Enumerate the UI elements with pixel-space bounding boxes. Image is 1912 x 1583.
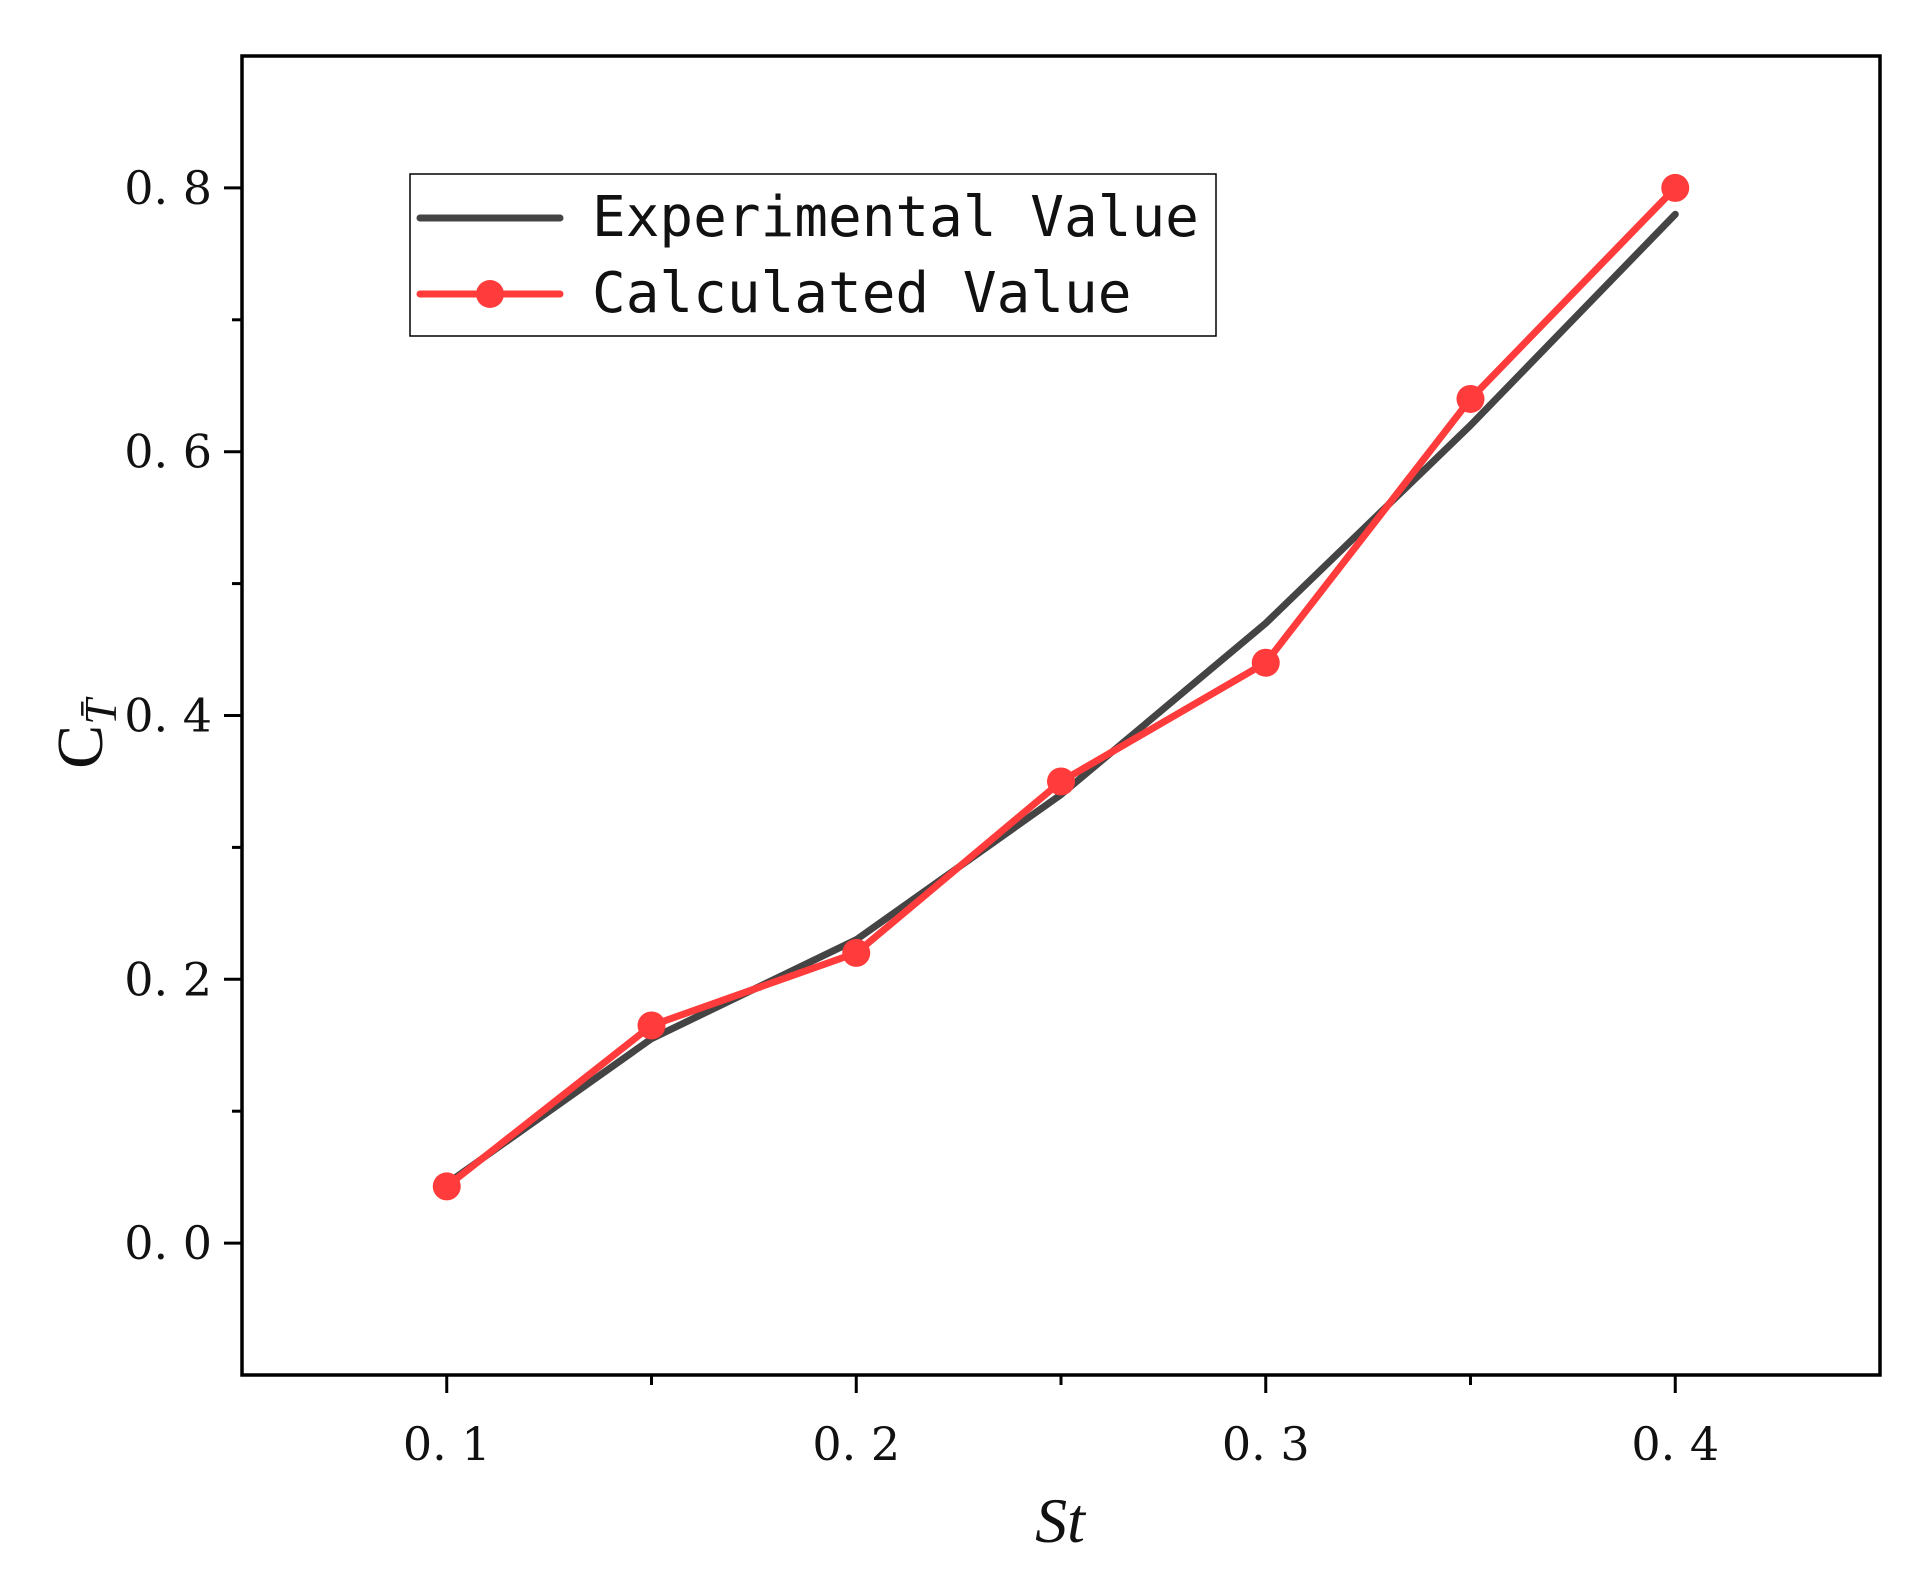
y-axis-title: CT̄ (44, 696, 126, 769)
y-axis-title-sub: T̄ (75, 696, 126, 725)
x-axis-title: St (1035, 1485, 1087, 1556)
legend: Experimental Value Calculated Value (409, 173, 1217, 337)
y-tick-label: 0. 0 (124, 1216, 212, 1270)
series-line-1 (443, 184, 1679, 1190)
data-point (1661, 173, 1690, 202)
data-point (1251, 648, 1280, 677)
y-tick-label: 0. 8 (124, 161, 212, 215)
data-point (1456, 384, 1485, 413)
y-tick-label: 0. 6 (124, 425, 212, 479)
x-tick-label: 0. 1 (403, 1417, 491, 1471)
y-tick-label: 0. 2 (124, 952, 212, 1006)
series-layer (432, 173, 1690, 1201)
data-point (842, 938, 871, 967)
y-tick-label: 0. 4 (124, 689, 212, 743)
x-tick-label: 0. 2 (812, 1417, 900, 1471)
ticks-layer: 0. 1 0. 2 0. 3 0. 4 0. 0 0. 2 0. 4 0. 6 0. 8 (124, 161, 1719, 1471)
legend-entry-label: Calculated Value (592, 261, 1131, 326)
y-axis-title-main: C (44, 725, 117, 769)
data-point (637, 1011, 666, 1040)
data-point (432, 1172, 461, 1201)
x-tick-label: 0. 3 (1222, 1417, 1310, 1471)
legend-box (409, 173, 1217, 337)
data-point (1047, 767, 1075, 796)
legend-swatch-marker (476, 280, 504, 308)
legend-entry-label: Experimental Value (592, 185, 1199, 250)
x-tick-label: 0. 4 (1631, 1417, 1719, 1471)
